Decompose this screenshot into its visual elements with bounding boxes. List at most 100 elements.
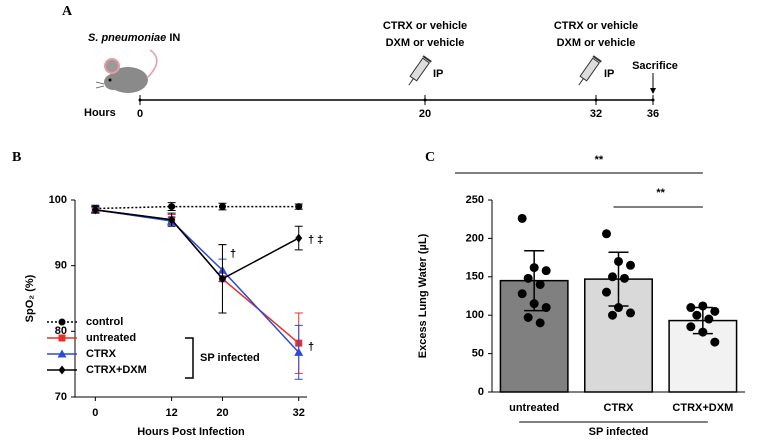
mouse-icon [95, 49, 158, 93]
event-label: S. pneumoniae IN [88, 32, 180, 44]
event-marker [423, 98, 427, 102]
series-line [95, 209, 300, 280]
data-point [686, 322, 696, 332]
legend-label: untreated [86, 332, 136, 344]
group-bracket [185, 337, 194, 379]
group-label: SP infected [589, 426, 649, 438]
event-route: IP [433, 68, 443, 80]
x-tick-label: CTRX [604, 402, 635, 414]
annotation: † [230, 248, 236, 260]
series-line [95, 209, 300, 344]
event-label: DXM or vehicle [386, 37, 465, 49]
x-tick-label: 0 [92, 407, 98, 419]
x-tick-label: 0 [137, 108, 143, 120]
data-point [710, 337, 720, 347]
data-point [620, 273, 629, 283]
panel-label: C [425, 150, 435, 165]
group-label: SP infected [200, 352, 260, 364]
y-axis-label: SpO₂ (%) [24, 274, 36, 322]
y-tick-label: 90 [55, 260, 67, 272]
data-point [626, 260, 635, 270]
panel-label: B [12, 150, 21, 165]
x-tick-label: untreated [509, 402, 559, 414]
data-point [686, 303, 696, 313]
data-point [517, 213, 527, 223]
legend-label: CTRX [86, 348, 117, 360]
marker [295, 233, 303, 243]
x-tick-label: 32 [293, 407, 305, 419]
y-tick-label: 50 [472, 348, 484, 360]
marker [168, 215, 176, 225]
legend-label: control [86, 316, 123, 328]
y-tick-label: 150 [466, 271, 484, 283]
y-tick-label: 250 [466, 194, 484, 206]
marker [91, 205, 99, 215]
y-tick-label: 200 [466, 232, 484, 244]
data-point [692, 310, 702, 320]
data-point [517, 289, 527, 299]
data-point [626, 308, 635, 318]
marker [168, 203, 176, 211]
legend-marker [58, 365, 66, 375]
event-label: CTRX or vehicle [383, 20, 467, 32]
syringe-icon [408, 55, 432, 86]
marker [218, 203, 226, 211]
data-point [602, 229, 611, 239]
y-tick-label: 80 [55, 325, 67, 337]
data-point [529, 263, 539, 273]
route: IN [169, 32, 180, 44]
data-point [541, 303, 551, 313]
event-label: CTRX or vehicle [554, 20, 638, 32]
marker [294, 347, 304, 356]
event-marker [594, 98, 598, 102]
data-point [523, 313, 533, 323]
y-tick-label: 100 [466, 309, 484, 321]
x-axis-label: Hours Post Infection [137, 426, 245, 438]
data-point [608, 310, 617, 320]
y-tick-label: 70 [55, 391, 67, 403]
legend-label: CTRX+DXM [86, 364, 147, 376]
x-tick-label: 20 [419, 108, 431, 120]
data-point [535, 318, 545, 328]
data-point [698, 301, 708, 311]
axis-label: Hours [84, 107, 116, 119]
x-tick-label: CTRX+DXM [672, 402, 733, 414]
marker [295, 203, 303, 211]
data-point [704, 314, 714, 324]
marker [218, 274, 226, 284]
annotation: ** [595, 154, 604, 166]
x-tick-label: 20 [216, 407, 228, 419]
legend-marker [57, 349, 67, 358]
event-route: IP [604, 68, 614, 80]
data-point [523, 273, 533, 283]
legend-marker [58, 334, 66, 342]
annotation: ** [656, 187, 665, 199]
event-marker [651, 98, 655, 102]
data-point [535, 279, 545, 289]
event-label: Sacrifice [632, 60, 678, 72]
x-tick-label: 32 [590, 108, 602, 120]
y-tick-label: 100 [49, 194, 67, 206]
data-point [698, 327, 708, 337]
arrow-head [650, 88, 656, 94]
data-point [710, 306, 720, 316]
syringe-icon [578, 55, 602, 86]
data-point [614, 303, 623, 313]
x-tick-label: 12 [165, 407, 177, 419]
y-axis-label: Excess Lung Water (µL) [417, 233, 429, 358]
event-label: DXM or vehicle [557, 37, 636, 49]
data-point [614, 256, 623, 266]
series-line [95, 205, 299, 210]
annotation: † ‡ [308, 234, 323, 246]
x-tick-label: 36 [647, 108, 659, 120]
species: S. pneumoniae [88, 32, 166, 44]
data-point [529, 299, 539, 309]
panel-label: A [62, 4, 73, 19]
event-marker [138, 98, 142, 102]
data-point [608, 272, 617, 282]
data-point [602, 287, 611, 297]
legend-marker [58, 318, 66, 326]
annotation: † [308, 341, 314, 353]
y-tick-label: 0 [478, 386, 484, 398]
